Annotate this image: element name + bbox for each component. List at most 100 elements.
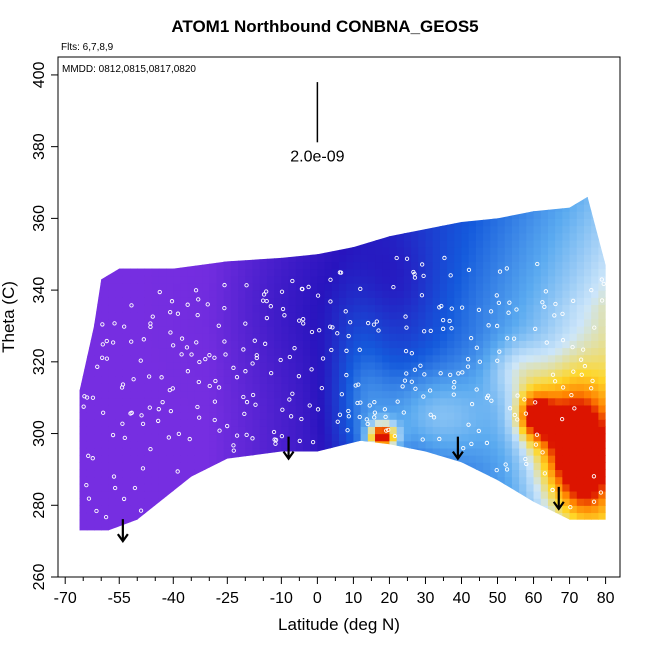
field-cell [230, 526, 239, 531]
field-cell [130, 204, 138, 212]
field-cell [223, 526, 232, 531]
field-cell [375, 369, 383, 377]
field-cell [101, 225, 110, 234]
field-cell [533, 490, 542, 499]
field-cell [375, 282, 383, 291]
field-cell [339, 275, 347, 284]
field-cell [382, 254, 391, 263]
field-cell [375, 261, 383, 270]
field-cell [475, 469, 484, 478]
field-cell [576, 483, 585, 492]
field-cell [180, 275, 189, 284]
field-cell [86, 204, 95, 212]
field-cell [425, 455, 434, 463]
field-cell [187, 204, 196, 212]
field-cell [130, 247, 138, 255]
field-cell [144, 440, 153, 449]
field-cell [86, 447, 95, 456]
field-cell [122, 498, 131, 506]
field-cell [94, 397, 102, 406]
field-cell [346, 211, 355, 219]
field-cell [144, 447, 153, 456]
field-cell [115, 297, 124, 306]
field-cell [151, 462, 160, 471]
field-cell [569, 447, 578, 456]
field-cell [180, 239, 189, 248]
field-cell [281, 268, 290, 277]
field-cell [497, 383, 506, 392]
field-cell [108, 196, 117, 205]
field-cell [230, 498, 239, 506]
field-cell [511, 218, 520, 227]
field-cell [519, 419, 527, 427]
field-cell [468, 376, 477, 384]
field-cell [79, 447, 81, 456]
field-cell [173, 419, 182, 427]
field-cell [454, 211, 463, 219]
field-cell [389, 526, 398, 531]
track-point [344, 348, 349, 353]
field-cell [108, 333, 117, 341]
field-cell [367, 383, 376, 392]
field-cell [158, 325, 167, 334]
field-cell [591, 534, 599, 542]
field-cell [360, 218, 369, 227]
field-cell [576, 239, 585, 248]
field-cell [540, 204, 549, 212]
field-cell [591, 462, 599, 471]
field-cell [360, 325, 369, 334]
field-cell [302, 483, 311, 492]
field-cell [216, 526, 225, 531]
field-cell [547, 196, 556, 205]
field-cell [403, 476, 412, 485]
field-cell [151, 447, 160, 456]
field-cell [468, 526, 477, 531]
field-cell [497, 211, 506, 219]
field-cell [310, 376, 318, 384]
field-cell [245, 519, 254, 528]
field-cell [583, 433, 592, 442]
field-cell [605, 340, 606, 349]
field-cell [396, 526, 405, 531]
field-cell [475, 455, 484, 463]
field-cell [194, 361, 203, 370]
track-point [254, 355, 259, 361]
field-cell [266, 290, 275, 298]
field-cell [79, 204, 88, 212]
track-point [485, 393, 491, 398]
field-cell [324, 196, 333, 205]
track-point [476, 428, 481, 434]
field-cell [209, 462, 218, 471]
track-point [241, 394, 246, 400]
track-point [207, 353, 212, 358]
field-cell [346, 254, 355, 263]
field-cell [360, 447, 369, 456]
field-cell [583, 261, 592, 270]
field-cell [483, 455, 491, 463]
field-cell [281, 397, 290, 406]
field-cell [396, 318, 405, 327]
field-cell [238, 325, 246, 334]
field-cell [281, 247, 290, 255]
field-cell [288, 426, 297, 435]
field-cell [295, 311, 304, 320]
field-cell [339, 304, 347, 313]
field-cell [447, 447, 455, 456]
field-cell [288, 483, 297, 492]
field-cell [295, 211, 304, 219]
field-cell [432, 455, 441, 463]
field-cell [130, 426, 138, 435]
field-cell [115, 232, 124, 241]
field-cell [483, 404, 491, 413]
field-cell [447, 369, 455, 377]
field-cell [591, 311, 599, 320]
field-cell [411, 318, 419, 327]
field-cell [274, 290, 282, 298]
field-cell [576, 196, 585, 198]
field-cell [209, 247, 218, 255]
track-point [353, 383, 358, 388]
field-cell [79, 526, 81, 531]
field-cell [526, 426, 535, 435]
field-cell [202, 290, 210, 298]
field-cell [555, 290, 563, 298]
